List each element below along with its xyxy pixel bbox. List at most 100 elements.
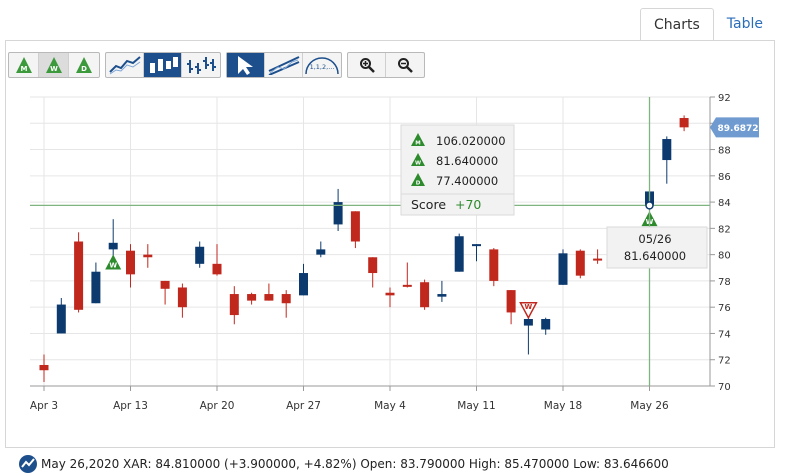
candle-body: [575, 250, 585, 276]
candle: [56, 297, 66, 334]
y-tick-label: 76: [718, 303, 731, 314]
monthly-signal-button[interactable]: M: [9, 53, 39, 77]
candle-body: [247, 294, 257, 301]
x-tick-label: Apr 13: [113, 400, 148, 412]
candle-body: [333, 202, 343, 225]
candle-body: [299, 273, 308, 296]
tooltip-row: D 77.400000: [411, 173, 498, 188]
daily-signal-button[interactable]: D: [69, 53, 99, 77]
candle: [350, 211, 360, 249]
pointer-arrow-icon: [237, 56, 253, 75]
chart-toolbar: M W D: [8, 52, 425, 78]
candle-body: [56, 304, 66, 334]
tooltip-signal-icon: [411, 173, 425, 186]
tooltip-signal-letter: D: [416, 181, 421, 187]
candle: [39, 354, 49, 383]
candle: [472, 244, 481, 262]
candle-body: [368, 257, 378, 274]
monthly-signal-letter: M: [20, 65, 27, 73]
tooltip-score-label: Score: [411, 197, 446, 212]
candle-body: [229, 294, 239, 316]
y-tick-label: 84: [718, 198, 731, 209]
signal-markers: WWW: [105, 211, 658, 320]
candle: [212, 244, 222, 276]
candle-body: [143, 254, 153, 258]
tab-table[interactable]: Table: [726, 16, 763, 32]
y-tick-label: 78: [718, 277, 731, 288]
line-chart-button[interactable]: [106, 53, 144, 77]
zoom-group: [347, 52, 425, 78]
candle: [247, 292, 257, 305]
candle: [195, 241, 205, 268]
ohlc-bar-button[interactable]: [182, 53, 220, 77]
candle: [558, 249, 568, 285]
weekly-signal-button[interactable]: W: [39, 53, 69, 77]
weekly-signal-letter: W: [50, 65, 58, 73]
tooltip-value: 106.020000: [436, 134, 506, 148]
candle: [454, 233, 464, 272]
candle-body: [489, 249, 499, 281]
candle: [593, 249, 603, 264]
candle: [160, 280, 170, 305]
tooltip-row: W 81.640000: [411, 153, 498, 168]
readout-box: [606, 226, 708, 269]
monthly-signal-icon: M: [15, 57, 32, 73]
candle: [420, 279, 430, 310]
ohlc-bar-icon: [187, 57, 216, 74]
sell-signal-triangle: [519, 302, 538, 320]
tab-charts[interactable]: Charts: [640, 8, 714, 41]
candle: [679, 115, 689, 132]
weekly-signal-icon: W: [45, 57, 62, 73]
candle-body: [593, 258, 603, 261]
tooltip-value: 77.400000: [436, 174, 498, 188]
candle-body: [177, 287, 187, 308]
daily-signal-icon: D: [76, 57, 92, 73]
tooltip-signal-icon: [411, 133, 425, 146]
zoom-out-icon: [398, 58, 413, 73]
candle-body: [402, 284, 412, 287]
tooltip-signal-icon: [411, 153, 425, 166]
tooltip-row: M 106.020000: [411, 133, 506, 148]
candlestick-button[interactable]: [144, 53, 182, 77]
y-tick-label: 74: [718, 329, 731, 340]
fibonacci-icon-text: 1,1,2,...: [310, 63, 335, 71]
y-tick-label: 70: [718, 382, 731, 393]
zoom-out-button[interactable]: [386, 53, 424, 77]
fibonacci-button[interactable]: 1,1,2,...: [303, 53, 341, 77]
candle-body: [212, 263, 222, 275]
candle-body: [506, 290, 516, 313]
candle-body: [472, 244, 481, 247]
candle-body: [385, 292, 395, 296]
x-tick-label: May 4: [374, 400, 406, 412]
buy-signal-marker: W: [105, 254, 122, 270]
quote-summary: May 26,2020 XAR: 84.810000 (+3.900000, +…: [41, 457, 669, 471]
candle-body: [420, 282, 430, 308]
candle-body: [679, 118, 689, 128]
tooltip-signal-letter: W: [415, 161, 421, 167]
candle: [489, 248, 499, 287]
candle-body: [523, 319, 533, 326]
buy-signal-triangle: [105, 254, 122, 270]
chart-type-group: [105, 52, 221, 78]
readout-date: 05/26: [638, 232, 671, 246]
readout-value: 81.640000: [624, 249, 686, 263]
candle: [662, 136, 672, 184]
pointer-button[interactable]: [227, 53, 265, 77]
price-flag-label: 89.6872: [718, 124, 759, 134]
trendline-button[interactable]: [265, 53, 303, 77]
x-axis: Apr 3 Apr 13 Apr 20 Apr 27 May 4 May 11 May 18…: [30, 385, 710, 412]
y-tick-label: 80: [718, 251, 731, 262]
x-tick-label: Apr 27: [286, 400, 321, 412]
tooltip-score-value: +70: [455, 197, 481, 212]
tab-bar: Charts Table: [640, 8, 776, 41]
zoom-in-icon: [359, 58, 375, 73]
x-tick-label: Apr 3: [30, 400, 58, 412]
candle: [177, 283, 187, 318]
y-axis: 707274767880828486889092: [709, 93, 731, 393]
candle-body: [437, 294, 447, 297]
candle: [264, 283, 274, 301]
candle-body: [126, 250, 135, 275]
zoom-in-button[interactable]: [348, 53, 386, 77]
x-tick-label: Apr 20: [200, 400, 235, 412]
